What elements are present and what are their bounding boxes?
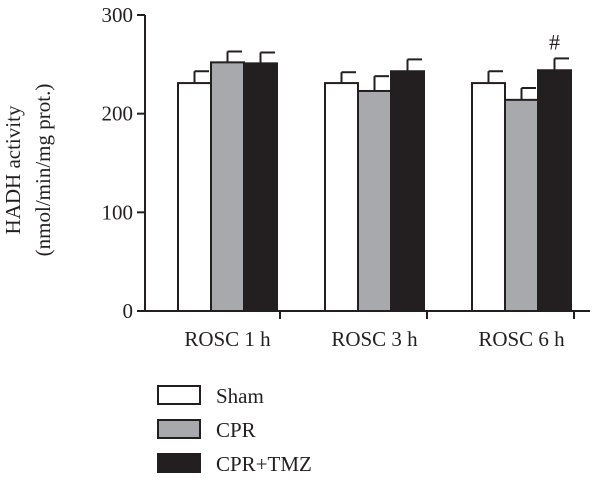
bar-cpr-tmz-2 [537, 69, 572, 313]
bar-cpr-0 [210, 61, 245, 312]
bars: # [177, 29, 572, 313]
legend-label-2: CPR+TMZ [216, 452, 312, 476]
legend-label-0: Sham [216, 384, 264, 408]
y-tick-label-2: 200 [102, 102, 134, 126]
bar-sham-0 [177, 82, 212, 312]
bar-cpr-tmz-0 [243, 62, 278, 313]
bar-sham-2 [471, 82, 506, 312]
legend: Sham CPR CPR+TMZ [157, 384, 312, 476]
x-tick-label-1: ROSC 3 h [331, 327, 418, 351]
bar-cpr-2 [504, 98, 539, 312]
legend-swatch-1 [157, 419, 201, 439]
bar-sham-1 [324, 82, 359, 312]
y-axis-label: HADH activity (nmol/min/mg prot.) [1, 84, 55, 257]
x-tick-label-0: ROSC 1 h [184, 327, 271, 351]
bar-cpr-1 [357, 89, 392, 313]
legend-label-1: CPR [216, 418, 256, 442]
y-tick-label-3: 300 [102, 3, 134, 27]
y-axis-label-line-1: HADH activity [1, 105, 25, 234]
y-axis-label-line-2: (nmol/min/mg prot.) [31, 84, 55, 257]
legend-swatch-0 [157, 385, 201, 405]
annotation-0: # [549, 29, 560, 54]
x-tick-label-2: ROSC 6 h [478, 327, 565, 351]
legend-swatch-2 [157, 453, 201, 473]
y-tick-label-0: 0 [123, 299, 134, 323]
y-tick-label-1: 100 [102, 200, 134, 224]
bar-cpr-tmz-1 [390, 70, 425, 312]
axes: 0 100 200 300 ROSC 1 h ROSC 3 h ROSC 6 h [102, 3, 590, 351]
